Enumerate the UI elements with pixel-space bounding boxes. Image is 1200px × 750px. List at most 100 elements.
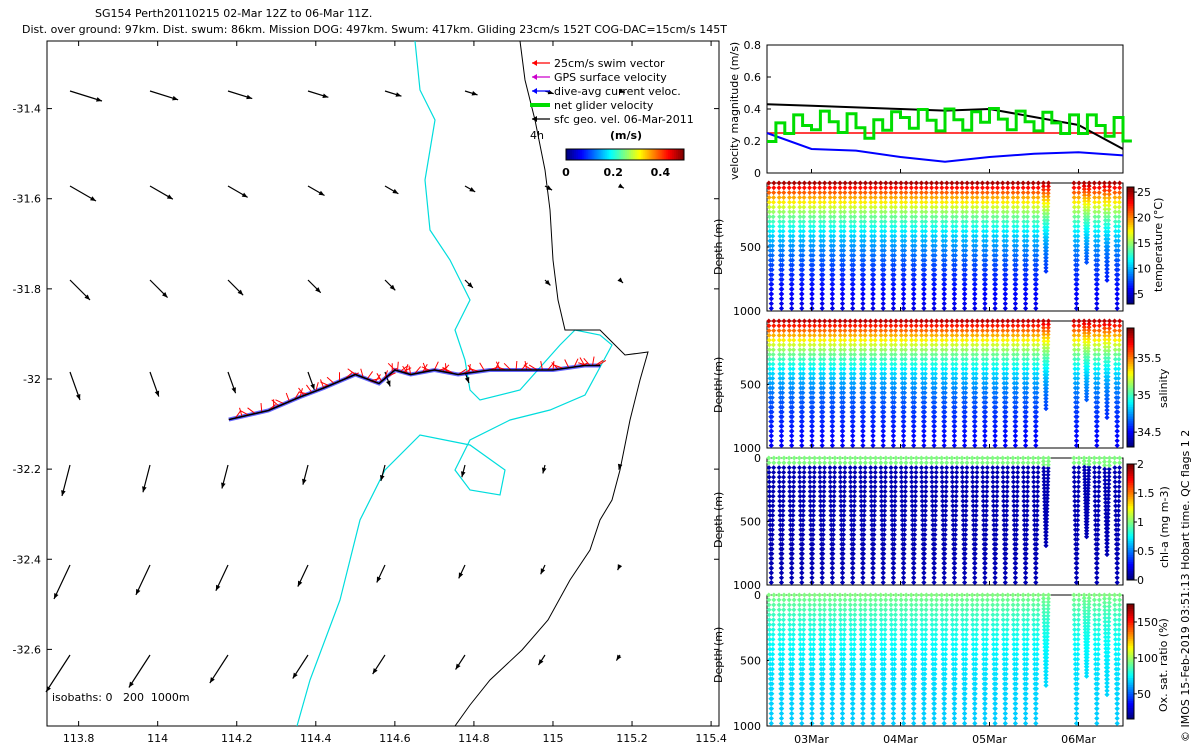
profile-point <box>911 301 917 307</box>
profile-point <box>870 296 876 302</box>
profile-point <box>870 301 876 307</box>
profile-point <box>821 238 826 244</box>
colorbar-segment <box>658 149 661 160</box>
profile-point <box>919 233 925 239</box>
profile-point <box>798 248 804 253</box>
profile-point <box>992 286 998 292</box>
profile-point <box>771 195 777 200</box>
geostrophic-vector-head <box>142 486 147 493</box>
swim-vector <box>479 362 485 371</box>
profile-point <box>817 195 823 200</box>
profile-point <box>929 185 935 191</box>
swim-vector <box>444 363 447 373</box>
profile-point <box>980 223 986 229</box>
profile-point <box>901 301 906 307</box>
profile-point <box>862 219 868 225</box>
profile-point <box>821 195 827 200</box>
profile-point <box>868 185 874 191</box>
colorbar-segment <box>613 149 616 160</box>
profile-point <box>990 195 996 200</box>
profile-point <box>992 305 998 311</box>
profile-point <box>941 281 947 287</box>
profile-point <box>817 209 823 215</box>
profile-point <box>882 223 888 229</box>
colorbar-segment <box>609 149 612 160</box>
profile-point <box>817 185 823 191</box>
profile-point <box>822 190 827 196</box>
profile-point <box>879 262 885 268</box>
profile-point <box>889 219 895 225</box>
profile-point <box>920 262 926 268</box>
profile-point <box>842 204 848 210</box>
profile-point <box>827 195 833 200</box>
glider-track <box>228 356 607 422</box>
colorbar-tick-label: 0.2 <box>603 166 623 179</box>
profile-point <box>798 252 804 258</box>
profile-point <box>778 301 784 307</box>
profile-point <box>819 272 824 278</box>
profile-point <box>807 209 813 215</box>
profile-point <box>959 180 965 186</box>
profile-point <box>869 262 875 268</box>
profile-point <box>776 180 782 186</box>
profile-point <box>991 267 997 273</box>
profile-point <box>828 228 834 234</box>
legend-arrowhead <box>532 74 537 80</box>
profile-point <box>902 223 908 229</box>
swim-vector <box>298 387 305 396</box>
profile-point <box>922 238 928 244</box>
profile-point <box>1000 214 1006 220</box>
profile-point <box>776 185 782 191</box>
profile-point <box>770 214 776 220</box>
profile-point <box>838 248 844 253</box>
profile-point <box>898 195 904 200</box>
profile-point <box>919 195 925 200</box>
section-y-tick-label: 500 <box>740 379 761 392</box>
section-y-tick-label: 500 <box>740 241 761 254</box>
swim-vector <box>597 359 607 366</box>
profile-point <box>781 195 787 200</box>
profile-point <box>832 180 838 186</box>
section-colorbar-segment <box>1127 208 1134 211</box>
profile-point <box>829 291 835 297</box>
profile-point <box>869 272 875 278</box>
profile-point <box>811 204 817 210</box>
profile-point <box>898 185 904 191</box>
geostrophic-vector-head <box>380 475 385 481</box>
section-colorbar-tick-label: 35.5 <box>1137 352 1162 365</box>
profile-point <box>807 228 813 234</box>
profile-point <box>910 277 916 282</box>
section-colorbar-segment <box>1127 366 1134 369</box>
profile-point <box>818 267 824 273</box>
profile-point <box>868 195 874 200</box>
profile-point <box>789 296 794 302</box>
profile-point <box>859 277 865 282</box>
colorbar-segment <box>605 149 608 160</box>
profile-point <box>961 296 967 302</box>
profile-point <box>811 223 817 229</box>
swim-vector <box>247 407 256 414</box>
profile-point <box>848 238 854 244</box>
section-colorbar-segment <box>1127 294 1134 298</box>
section-colorbar-segment <box>1127 240 1134 244</box>
profile-point <box>900 277 906 282</box>
profile-point <box>1002 301 1008 307</box>
profile-point <box>858 190 863 196</box>
profile-point <box>832 185 838 191</box>
profile-point <box>861 228 867 234</box>
profile-point <box>839 272 845 278</box>
profile-point <box>908 180 914 186</box>
profile-point <box>766 180 772 186</box>
profile-point <box>921 301 927 307</box>
profile-point <box>921 296 927 302</box>
section-colorbar-segment <box>1127 282 1134 286</box>
profile-point <box>910 248 915 253</box>
profile-point <box>900 296 906 302</box>
colorbar-segment <box>652 149 655 160</box>
section-colorbar-segment <box>1127 397 1134 400</box>
profile-point <box>1004 214 1010 220</box>
profile-point <box>1001 228 1007 234</box>
legend-4h-label: 4h <box>530 129 544 142</box>
profile-point <box>787 219 793 225</box>
